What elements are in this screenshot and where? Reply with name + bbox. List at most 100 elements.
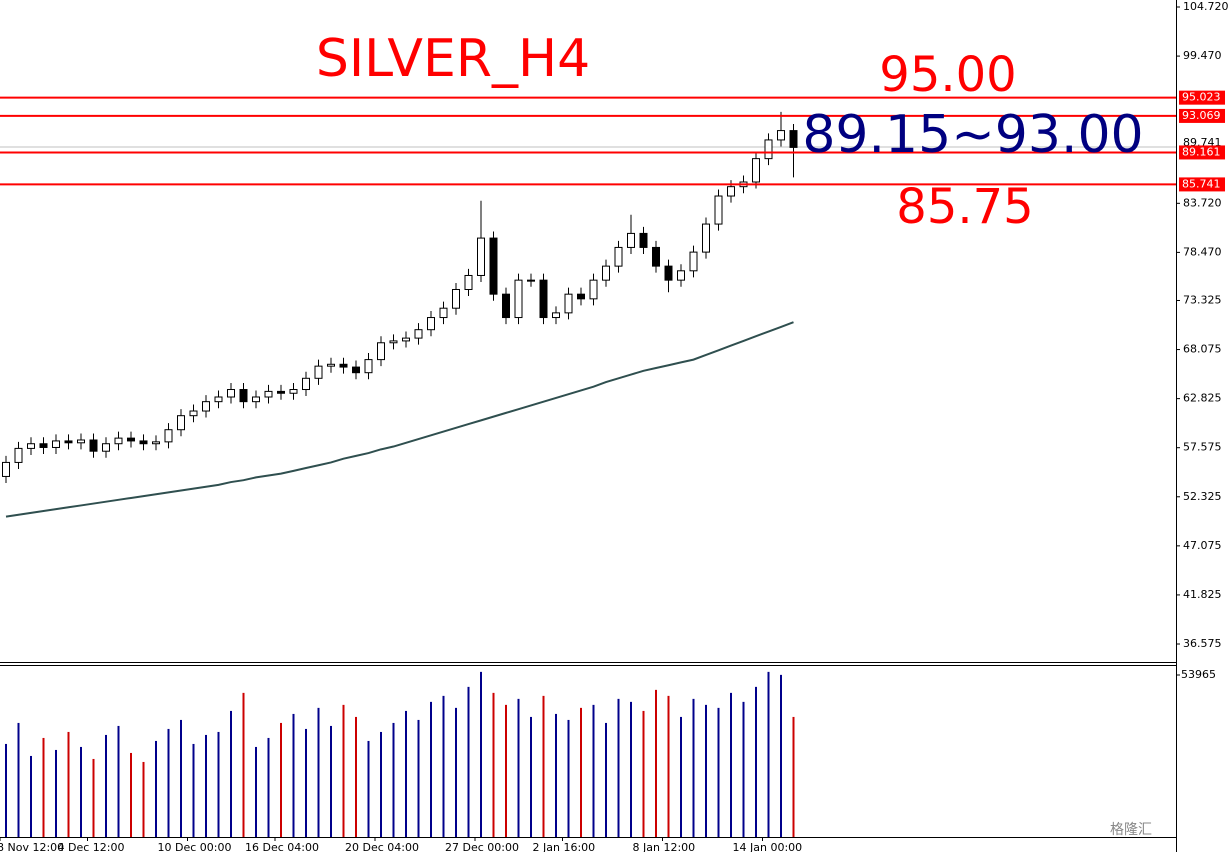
candle-body [264, 390, 273, 398]
x-tick-label: 16 Dec 04:00 [245, 841, 319, 852]
level-tag [1179, 108, 1225, 123]
candle-body [164, 429, 173, 443]
candle-body [777, 130, 785, 141]
candle-body [364, 359, 373, 374]
x-tick-label: 2 Jan 16:00 [533, 841, 596, 852]
candle-body [539, 279, 548, 319]
candle-body [252, 396, 260, 403]
annotation: 85.75 [896, 179, 1033, 235]
candle-body [2, 461, 10, 477]
candle-body [689, 251, 698, 272]
candle-body [552, 312, 560, 319]
candle-body [302, 377, 310, 391]
candle-body [139, 440, 148, 445]
level-tag [1179, 90, 1225, 105]
y-tick-label: 57.575 [1183, 441, 1222, 454]
candle-body [77, 439, 85, 444]
candle-body [189, 410, 198, 417]
candle-body [527, 279, 535, 282]
candle-body [377, 342, 385, 361]
candle-body [727, 186, 735, 197]
x-tick-label: 8 Nov 12:00 [0, 841, 64, 852]
x-tick-label: 10 Dec 00:00 [158, 841, 232, 852]
candle-body [439, 307, 448, 319]
x-tick-label: 8 Jan 12:00 [633, 841, 696, 852]
candle-body [614, 246, 623, 267]
candle-body [314, 365, 323, 379]
candle-body [227, 389, 235, 398]
x-tick-label: 4 Dec 12:00 [58, 841, 125, 852]
y-tick-label: 68.075 [1183, 343, 1222, 356]
candle-body [114, 437, 123, 445]
watermark: 格隆汇 [1110, 822, 1152, 838]
candle-body [202, 401, 210, 412]
candle-body [239, 389, 248, 403]
candle-body [14, 447, 23, 463]
candle-body [127, 437, 135, 442]
candle-body [502, 293, 510, 319]
candle-body [564, 293, 573, 314]
level-label: 85.741 [1182, 177, 1221, 190]
level-tag [1179, 177, 1225, 192]
candle-body [639, 232, 648, 248]
candle-body [664, 265, 673, 281]
candle-body [277, 390, 285, 394]
candle-body [589, 279, 598, 300]
candle-body [414, 329, 423, 339]
x-tick-label: 20 Dec 04:00 [345, 841, 419, 852]
candle-body [402, 337, 410, 342]
y-tick-label: 99.470 [1183, 49, 1222, 62]
candle-body [677, 270, 685, 281]
candle-body [789, 130, 798, 148]
y-tick-label: 62.825 [1183, 392, 1222, 405]
moving-average [5, 321, 794, 518]
candle-body [627, 232, 635, 248]
candle-body [714, 195, 723, 225]
candle-body [89, 439, 98, 452]
y-tick-label: 104.720 [1183, 0, 1228, 13]
candle-body [602, 265, 610, 281]
y-tick-label: 73.325 [1183, 293, 1222, 306]
candle-body [702, 223, 710, 253]
annotation: 95.00 [879, 47, 1016, 103]
candle-body [652, 246, 660, 267]
candle-body [327, 363, 335, 367]
candle-body [464, 274, 473, 290]
candle-body [289, 389, 298, 394]
annotation: 89.15~93.00 [802, 105, 1143, 165]
candle-body [52, 440, 60, 448]
y-tick-label: 78.470 [1183, 245, 1222, 258]
candle-body [514, 279, 523, 319]
x-tick-label: 27 Dec 00:00 [445, 841, 519, 852]
candle-body [577, 293, 585, 300]
candle-body [214, 396, 223, 403]
level-label: 93.069 [1182, 109, 1221, 122]
level-label: 89.161 [1182, 145, 1221, 158]
x-tick-label: 14 Jan 00:00 [733, 841, 803, 852]
level-label: 95.023 [1182, 91, 1221, 104]
y-tick-label: 83.720 [1183, 196, 1222, 209]
candle-body [64, 440, 73, 444]
y-tick-label: 52.325 [1183, 490, 1222, 503]
candle-body [427, 317, 435, 331]
candle-body [352, 366, 360, 374]
y-tick-label: 36.575 [1183, 637, 1222, 650]
y-tick-label: 41.825 [1183, 588, 1222, 601]
candle-body [764, 139, 773, 160]
candle-body [177, 415, 185, 431]
volume-tick-label: 53965 [1181, 668, 1216, 681]
candle-body [477, 237, 485, 276]
candle-body [489, 237, 498, 295]
chart-title: SILVER_H4 [316, 29, 590, 89]
candle-body [152, 441, 160, 445]
level-tag [1179, 145, 1225, 160]
candle-body [452, 288, 460, 309]
candle-body [102, 443, 110, 452]
candle-body [752, 158, 760, 183]
candle-body [27, 443, 35, 449]
candle-body [389, 340, 398, 344]
candle-body [339, 363, 348, 368]
candle-body [39, 443, 48, 448]
